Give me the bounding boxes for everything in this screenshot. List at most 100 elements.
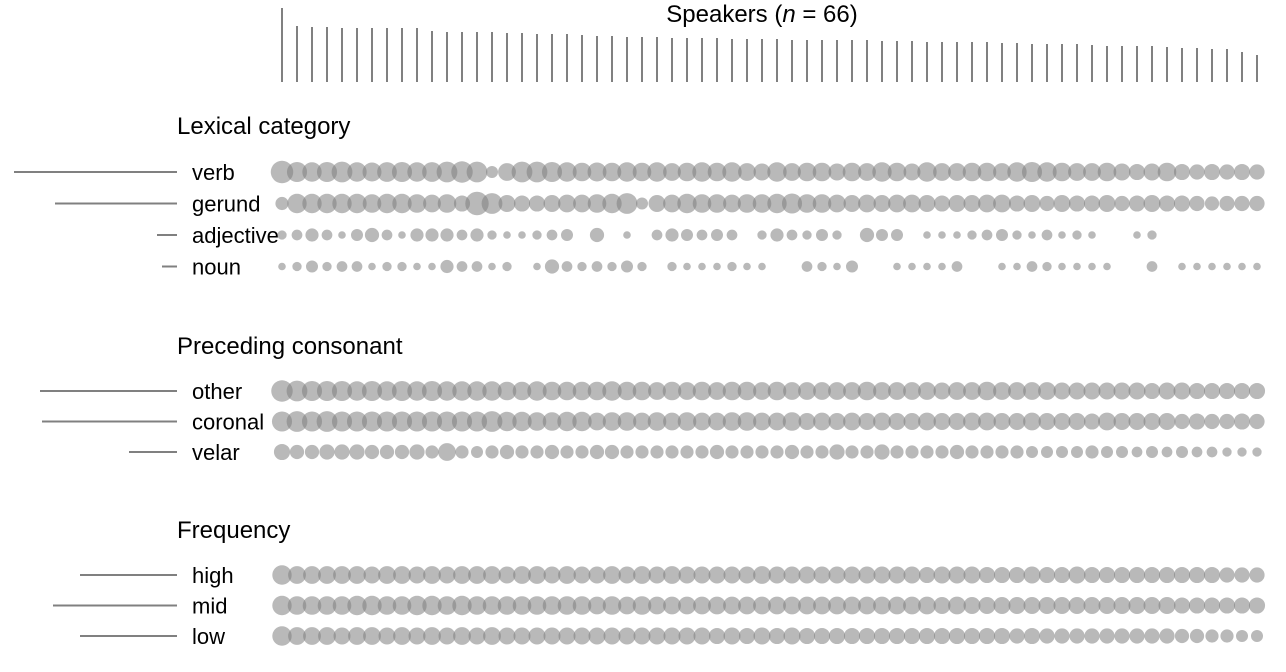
bubble [1131, 446, 1143, 458]
bubble [1175, 445, 1189, 459]
bubble [618, 596, 636, 615]
bubble [527, 381, 547, 401]
bubble [453, 566, 471, 584]
bubble [301, 411, 323, 432]
bubble [428, 262, 436, 271]
bubble [291, 229, 303, 241]
bubble [392, 596, 412, 615]
bubble [572, 381, 592, 401]
bubble [1233, 597, 1251, 614]
bubble [588, 596, 606, 615]
bubble [1206, 446, 1218, 458]
bubble [1098, 412, 1116, 431]
bubble [738, 163, 756, 181]
bubble [757, 230, 767, 240]
bubble [318, 627, 336, 645]
bubble [692, 162, 712, 182]
bubble [680, 228, 694, 242]
bubble [572, 162, 592, 182]
bubble [963, 195, 981, 212]
bubble [633, 412, 651, 431]
bubble [364, 227, 380, 243]
bubble [318, 566, 336, 584]
bubble [783, 382, 801, 400]
bubble [543, 566, 561, 584]
bubble [573, 566, 591, 584]
bubble [637, 261, 647, 272]
bubble [423, 566, 441, 584]
bubble [1158, 566, 1176, 584]
bubble [767, 381, 787, 401]
bubble [1038, 597, 1056, 614]
bubble [470, 228, 484, 242]
bubble [843, 627, 861, 645]
bubble [1174, 628, 1190, 644]
bubble [663, 566, 681, 584]
bubble [873, 627, 891, 645]
bubble [1250, 629, 1264, 643]
bubble [888, 627, 906, 645]
bubble [1208, 262, 1216, 271]
bubble [438, 443, 456, 461]
bubble [977, 381, 997, 401]
bubble [453, 627, 471, 645]
bubble [1188, 566, 1206, 584]
bubble [923, 231, 931, 239]
bubble [1103, 262, 1111, 271]
bubble [667, 261, 677, 272]
level-label: verb [192, 160, 235, 185]
bubble [558, 627, 576, 645]
bubble [481, 193, 503, 214]
bubble [786, 229, 798, 241]
bubble [1113, 163, 1131, 181]
bubble [451, 411, 473, 432]
bubble [542, 381, 562, 401]
bubble [1054, 628, 1070, 644]
bubble [572, 596, 592, 615]
bubble [334, 444, 350, 460]
bubble [498, 566, 516, 584]
bubble [351, 261, 363, 272]
bubble [391, 411, 413, 432]
bubble [456, 229, 468, 241]
bubble [588, 566, 606, 584]
bubble [858, 194, 876, 213]
bubble [1083, 566, 1101, 584]
bubble [530, 445, 544, 459]
bubble [798, 382, 816, 400]
bubble [1113, 413, 1131, 430]
bubble [336, 261, 348, 272]
bubble [1188, 413, 1206, 430]
bubble [423, 627, 441, 645]
bubble [1189, 628, 1205, 644]
bubble [767, 162, 787, 182]
bubble [781, 193, 803, 214]
bubble [1158, 382, 1176, 400]
bubble [528, 627, 546, 645]
bubble [752, 194, 772, 213]
bubble [723, 566, 741, 584]
chart-title: Speakers (n = 66) [666, 1, 857, 28]
bubble [1189, 164, 1205, 180]
bubble [888, 596, 906, 615]
bubble [1219, 195, 1235, 212]
bubble [768, 566, 786, 584]
bubble [1023, 627, 1041, 645]
bubble [725, 445, 739, 459]
bubble [587, 194, 607, 213]
bubble [918, 596, 936, 615]
chart-title-prefix: Speakers ( [666, 1, 782, 28]
bubble [1083, 195, 1101, 212]
bubble [933, 163, 951, 181]
bubble [1053, 195, 1071, 212]
bubble [1085, 445, 1099, 459]
bubble [828, 413, 846, 430]
bubble [783, 163, 801, 181]
bubble [617, 412, 637, 431]
bubble [727, 261, 737, 272]
bubble [677, 162, 697, 182]
bubble [397, 261, 407, 272]
bubble [923, 262, 931, 271]
bubble [398, 231, 406, 239]
speaker-bars [281, 8, 1258, 82]
